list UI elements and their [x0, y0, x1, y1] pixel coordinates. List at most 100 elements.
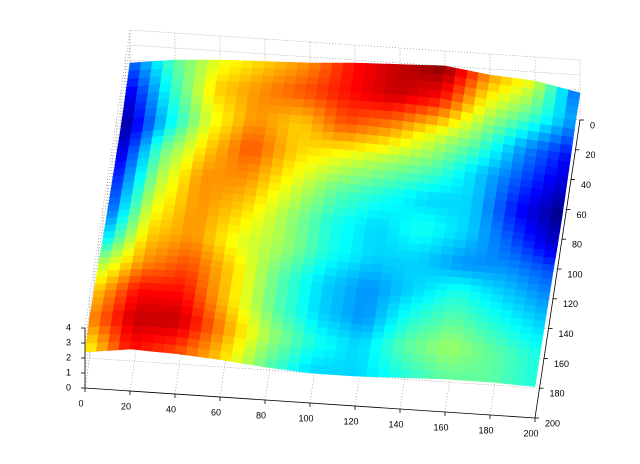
surface-patch: [419, 157, 433, 168]
surface-patch: [396, 79, 410, 89]
surface-patch: [380, 195, 394, 205]
surface-patch: [302, 99, 316, 109]
surface-patch: [398, 227, 412, 237]
surface-patch: [388, 136, 402, 148]
surface-patch: [299, 123, 313, 133]
surface-patch: [446, 208, 460, 218]
surface-patch: [364, 302, 378, 311]
surface-patch: [345, 352, 359, 362]
surface-patch: [407, 79, 421, 90]
surface-patch: [449, 340, 463, 350]
surface-patch: [490, 366, 504, 377]
surface-patch: [155, 176, 169, 186]
surface-patch: [370, 186, 384, 197]
surface-patch: [403, 197, 417, 207]
surface-patch: [322, 123, 336, 133]
surface-patch: [369, 194, 383, 204]
surface-patch: [397, 310, 411, 319]
surface-patch: [419, 310, 433, 320]
surface-patch: [310, 356, 324, 367]
surface-patch: [471, 271, 485, 280]
surface-patch: [354, 368, 368, 377]
surface-patch: [365, 134, 379, 145]
surface-patch: [108, 262, 122, 271]
surface-patch: [513, 368, 527, 379]
surface-patch: [395, 250, 409, 260]
surface-patch: [386, 234, 400, 244]
surface-patch: [352, 150, 366, 162]
surface-patch: [128, 275, 142, 284]
surface-patch: [493, 351, 507, 362]
surface-patch: [430, 167, 444, 178]
surface-patch: [356, 278, 370, 289]
surface-patch: [241, 133, 255, 142]
surface-patch: [538, 284, 552, 294]
surface-patch: [347, 183, 361, 194]
surface-patch: [334, 115, 348, 125]
surface-patch: [217, 140, 231, 149]
surface-patch: [146, 92, 160, 102]
surface-patch: [405, 95, 419, 106]
surface-patch: [338, 322, 352, 332]
surface-patch: [158, 227, 172, 236]
surface-patch: [151, 205, 165, 214]
y-tick-label: 200: [545, 418, 560, 428]
x-tick-label: 180: [478, 425, 493, 435]
surface-patch: [257, 96, 271, 106]
surface-patch: [152, 269, 166, 278]
surface-patch: [333, 358, 347, 369]
surface-patch: [458, 356, 472, 366]
surface-patch: [320, 365, 334, 375]
surface-patch: [296, 146, 310, 156]
surface-patch: [261, 228, 275, 238]
surface-patch: [535, 298, 549, 308]
surface-patch: [431, 311, 445, 320]
surface-patch: [503, 360, 517, 370]
surface-patch: [383, 249, 397, 259]
surface-patch: [487, 315, 501, 325]
surface-patch: [415, 339, 429, 348]
surface-patch: [173, 205, 187, 214]
surface-patch: [368, 279, 382, 289]
surface-patch: [394, 331, 408, 340]
surface-patch: [489, 374, 503, 384]
surface-patch: [437, 268, 451, 278]
surface-patch: [401, 205, 415, 214]
surface-patch: [182, 147, 196, 157]
surface-patch: [178, 249, 192, 258]
surface-patch: [444, 223, 458, 233]
surface-patch: [149, 68, 163, 78]
surface-patch: [376, 226, 390, 236]
surface-patch: [425, 346, 439, 356]
surface-patch: [140, 268, 154, 277]
surface-patch: [129, 340, 143, 351]
surface-patch: [179, 242, 193, 251]
surface-patch: [426, 106, 440, 118]
surface-patch: [184, 59, 198, 68]
surface-patch: [237, 155, 251, 164]
y-tick-label: 40: [581, 180, 591, 190]
surface-patch: [461, 334, 475, 344]
surface-patch: [169, 305, 183, 314]
surface-patch: [175, 263, 189, 272]
surface-patch: [445, 362, 459, 373]
surface-patch: [101, 303, 115, 313]
surface-patch: [86, 326, 100, 336]
surface-patch: [435, 282, 449, 292]
surface-patch: [120, 117, 134, 128]
surface-patch: [331, 299, 345, 309]
surface-patch: [236, 88, 250, 98]
surface-patch: [344, 123, 358, 135]
surface-patch: [424, 123, 438, 135]
surface-patch: [396, 242, 410, 252]
surface-patch: [372, 85, 386, 95]
surface-patch: [374, 152, 388, 164]
surface-patch: [206, 140, 220, 149]
surface-patch: [171, 74, 185, 84]
surface-patch: [97, 334, 111, 344]
surface-patch: [479, 365, 493, 375]
surface-patch: [297, 138, 311, 148]
surface-patch: [309, 364, 323, 375]
surface-patch: [362, 317, 376, 326]
y-tick-label: 100: [568, 269, 583, 279]
